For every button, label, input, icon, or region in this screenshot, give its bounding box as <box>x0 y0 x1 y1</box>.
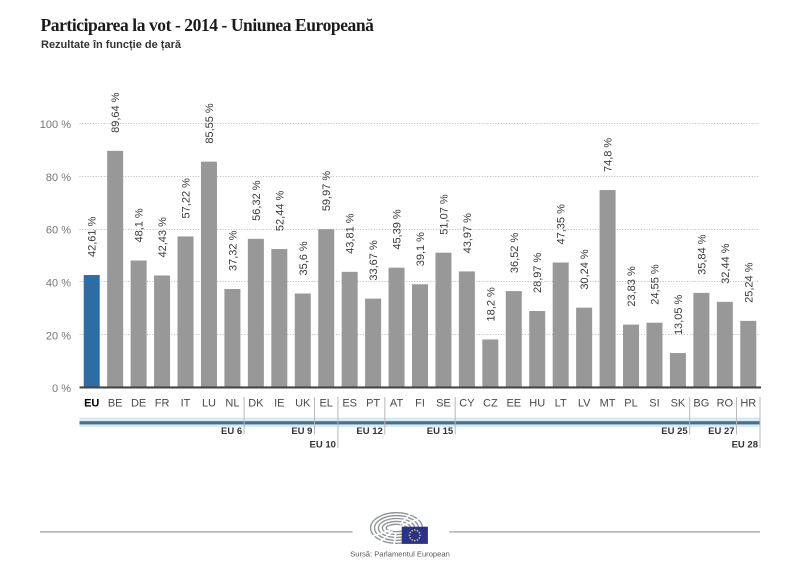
svg-text:SK: SK <box>671 398 686 410</box>
svg-text:30,24 %: 30,24 % <box>579 249 591 290</box>
svg-text:DK: DK <box>248 398 264 410</box>
svg-text:EU 15: EU 15 <box>427 426 454 437</box>
svg-text:24,55 %: 24,55 % <box>649 264 661 305</box>
svg-text:40 %: 40 % <box>46 278 71 290</box>
svg-text:HR: HR <box>740 398 756 410</box>
svg-text:FI: FI <box>415 398 425 410</box>
svg-text:EU 12: EU 12 <box>356 426 382 437</box>
svg-text:52,44 %: 52,44 % <box>274 190 286 231</box>
svg-text:0 %: 0 % <box>52 383 71 395</box>
svg-text:42,61 %: 42,61 % <box>87 216 99 257</box>
svg-text:23,83 %: 23,83 % <box>626 266 638 307</box>
svg-text:ES: ES <box>342 398 357 410</box>
svg-text:EU 27: EU 27 <box>708 426 734 437</box>
svg-text:Rezultate în funcție de țară: Rezultate în funcție de țară <box>41 39 182 51</box>
svg-text:39,1 %: 39,1 % <box>415 232 427 266</box>
svg-text:EU 28: EU 28 <box>732 440 758 451</box>
svg-text:SI: SI <box>649 398 659 410</box>
svg-text:BG: BG <box>693 398 709 410</box>
svg-text:RO: RO <box>717 398 734 410</box>
svg-text:59,97 %: 59,97 % <box>321 171 333 212</box>
svg-text:AT: AT <box>390 398 404 410</box>
svg-text:100 %: 100 % <box>40 119 71 131</box>
svg-text:LT: LT <box>555 398 567 410</box>
svg-text:57,22 %: 57,22 % <box>181 178 193 219</box>
svg-text:45,39 %: 45,39 % <box>392 209 404 250</box>
svg-text:43,97 %: 43,97 % <box>462 213 474 254</box>
svg-text:80 %: 80 % <box>46 172 71 184</box>
svg-text:74,8 %: 74,8 % <box>603 138 615 172</box>
svg-text:LU: LU <box>202 398 216 410</box>
svg-text:47,35 %: 47,35 % <box>556 204 568 245</box>
svg-text:PL: PL <box>624 398 637 410</box>
svg-text:36,52 %: 36,52 % <box>509 233 521 274</box>
svg-text:SE: SE <box>436 398 451 410</box>
svg-text:EU 6: EU 6 <box>221 426 242 437</box>
svg-text:BE: BE <box>108 398 123 410</box>
svg-text:35,6 %: 35,6 % <box>298 241 310 275</box>
svg-text:25,24 %: 25,24 % <box>743 262 755 303</box>
svg-text:IT: IT <box>181 398 191 410</box>
svg-text:51,07 %: 51,07 % <box>438 194 450 235</box>
svg-text:37,32 %: 37,32 % <box>227 230 239 271</box>
svg-text:EU 10: EU 10 <box>310 440 336 451</box>
svg-text:60 %: 60 % <box>46 225 71 237</box>
svg-text:Participarea la vot - 2014 - U: Participarea la vot - 2014 - Uniunea Eur… <box>41 15 375 35</box>
svg-text:CY: CY <box>459 398 475 410</box>
svg-text:56,32 %: 56,32 % <box>251 180 263 221</box>
svg-text:85,55 %: 85,55 % <box>204 103 216 144</box>
svg-text:EU: EU <box>84 398 99 410</box>
svg-text:EU 25: EU 25 <box>661 426 688 437</box>
svg-text:DE: DE <box>131 398 146 410</box>
svg-text:18,2 %: 18,2 % <box>485 287 497 321</box>
svg-text:HU: HU <box>529 398 545 410</box>
svg-text:33,67 %: 33,67 % <box>368 240 380 281</box>
svg-text:EU 9: EU 9 <box>291 426 312 437</box>
svg-text:NL: NL <box>225 398 239 410</box>
svg-text:20 %: 20 % <box>46 330 71 342</box>
svg-text:FR: FR <box>155 398 170 410</box>
svg-text:89,64 %: 89,64 % <box>110 92 122 133</box>
svg-text:Sursă: Parlamentul European: Sursă: Parlamentul European <box>350 550 450 559</box>
svg-text:35,84 %: 35,84 % <box>696 234 708 275</box>
svg-text:EE: EE <box>506 398 521 410</box>
svg-text:PT: PT <box>366 398 380 410</box>
svg-text:32,44 %: 32,44 % <box>720 243 732 284</box>
svg-text:13,05 %: 13,05 % <box>673 294 685 335</box>
svg-text:43,81 %: 43,81 % <box>345 213 357 254</box>
svg-text:UK: UK <box>295 398 311 410</box>
svg-text:EL: EL <box>319 398 332 410</box>
svg-text:MT: MT <box>600 398 616 410</box>
svg-text:48,1 %: 48,1 % <box>134 208 146 242</box>
svg-text:28,97 %: 28,97 % <box>532 252 544 293</box>
svg-text:IE: IE <box>274 398 284 410</box>
svg-text:CZ: CZ <box>483 398 498 410</box>
svg-text:LV: LV <box>578 398 591 410</box>
svg-text:42,43 %: 42,43 % <box>157 217 169 258</box>
